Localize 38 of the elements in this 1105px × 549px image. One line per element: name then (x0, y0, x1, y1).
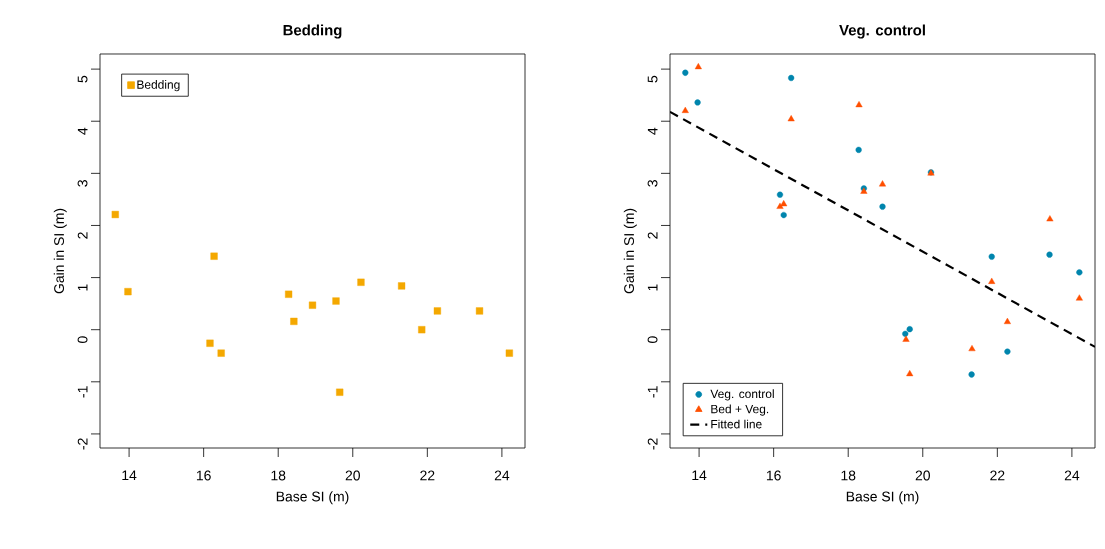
x-tick-label: 24 (1064, 470, 1080, 481)
legend-label: Veg. control (710, 389, 774, 401)
y-tick-label: 1 (647, 284, 658, 291)
chart-title: Veg. control (839, 24, 925, 39)
x-tick-label: 16 (196, 470, 211, 481)
y-tick-label: 3 (77, 180, 88, 187)
y-axis-title: Gain in SI (m) (623, 208, 637, 294)
legend-label: Fitted line (711, 419, 762, 429)
y-tick-label: 5 (77, 75, 88, 83)
x-tick-label: 22 (990, 470, 1005, 481)
x-tick-label: 14 (692, 470, 707, 481)
y-tick-label: 1 (77, 284, 88, 291)
y-tick-label: -1 (77, 386, 88, 398)
y-tick-label: -2 (647, 438, 658, 450)
x-tick-label: 20 (345, 470, 360, 481)
x-tick-label: 16 (766, 470, 781, 481)
x-axis-title: Base SI (m) (846, 491, 919, 505)
y-axis-title: Gain in SI (m) (53, 208, 67, 294)
y-tick-label: 2 (77, 232, 88, 239)
y-tick-label: 4 (77, 127, 88, 135)
y-tick-label: 2 (647, 232, 658, 239)
x-tick-label: 20 (915, 470, 930, 481)
legend-label: Bed + Veg. (711, 404, 769, 416)
x-tick-label: 14 (122, 470, 137, 481)
y-tick-label: 0 (647, 336, 658, 344)
legend-label: Bedding (137, 80, 180, 92)
y-tick-label: 5 (647, 75, 658, 83)
x-tick-label: 24 (494, 470, 510, 481)
y-tick-label: 0 (77, 336, 88, 344)
y-tick-label: 4 (647, 127, 658, 135)
y-tick-label: -1 (647, 386, 658, 398)
x-tick-label: 18 (271, 470, 286, 481)
y-tick-label: 3 (647, 180, 658, 187)
y-tick-label: -2 (77, 438, 88, 450)
chart-title: Bedding (283, 24, 342, 39)
x-tick-label: 18 (841, 470, 856, 481)
x-tick-label: 22 (420, 470, 435, 481)
x-axis-title: Base SI (m) (276, 491, 349, 505)
